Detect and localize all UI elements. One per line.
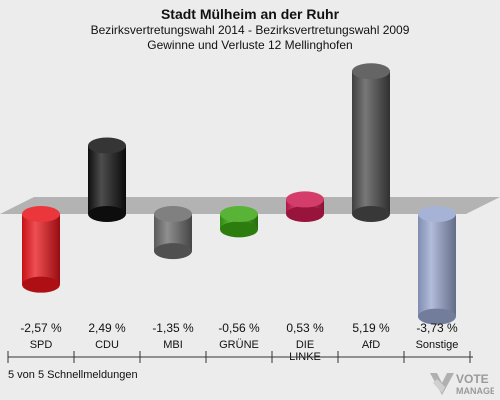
category-label: CDU <box>95 339 119 351</box>
bars-below-plane <box>22 206 456 325</box>
chart-subtitle: Bezirksvertretungswahl 2014 - Bezirksver… <box>90 23 410 37</box>
bar-mbi <box>154 206 192 260</box>
bar-gr-ne <box>220 206 258 238</box>
footer-note: 5 von 5 Schnellmeldungen <box>8 369 138 381</box>
value-label: 2,49 % <box>88 321 126 335</box>
value-label: -0,56 % <box>218 321 260 335</box>
bar-spd <box>22 206 60 293</box>
chart-title: Stadt Mülheim an der Ruhr <box>160 6 340 22</box>
logo-text: VOTE <box>456 372 489 386</box>
value-label: -3,73 % <box>416 321 458 335</box>
bars-above-plane <box>88 63 390 222</box>
bar-cdu <box>88 137 126 222</box>
chart-title-block: Stadt Mülheim an der Ruhr Bezirksvertret… <box>0 0 500 53</box>
value-label: -2,57 % <box>20 321 62 335</box>
value-label: 5,19 % <box>352 321 390 335</box>
value-label: -1,35 % <box>152 321 194 335</box>
category-label: GRÜNE <box>219 339 259 351</box>
value-labels: -2,57 % 2,49 % -1,35 % -0,56 % 0,53 % 5,19 % -… <box>20 321 458 335</box>
value-label: 0,53 % <box>286 321 324 335</box>
bar-sonstige <box>418 206 456 325</box>
vote-manager-logo: VOTE MANAGER <box>430 372 494 396</box>
logo-mark-icon <box>430 373 454 395</box>
category-label: AfD <box>362 339 380 351</box>
logo-subtext: MANAGER <box>456 386 494 396</box>
bar-afd <box>352 63 390 222</box>
category-label: MBI <box>163 339 183 351</box>
category-label: DIE <box>296 339 314 351</box>
chart-subtitle-2: Gewinne und Verluste 12 Mellinghofen <box>147 38 353 52</box>
category-label: SPD <box>30 339 53 351</box>
category-label: Sonstige <box>416 339 459 351</box>
bar-die-linke <box>286 191 324 222</box>
